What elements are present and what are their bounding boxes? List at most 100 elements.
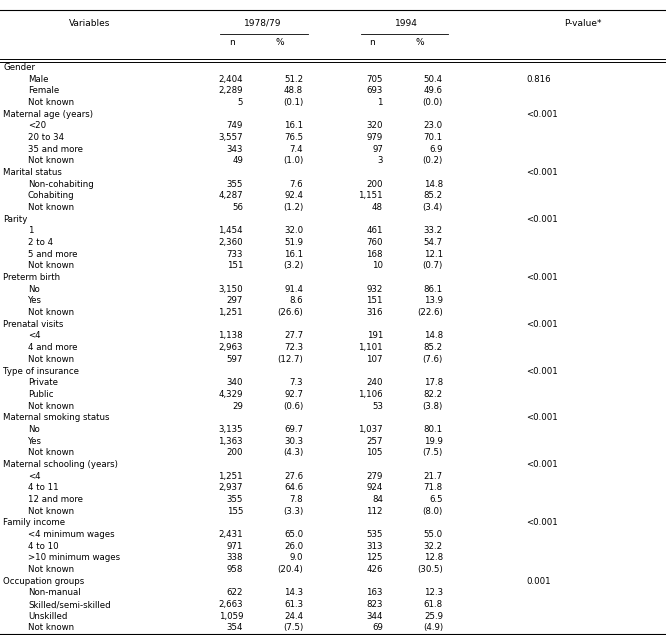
Text: 355: 355 <box>226 180 243 189</box>
Text: 56: 56 <box>232 203 243 212</box>
Text: 1,363: 1,363 <box>218 437 243 446</box>
Text: Not known: Not known <box>28 565 74 574</box>
Text: 2,360: 2,360 <box>218 238 243 247</box>
Text: 33.2: 33.2 <box>424 227 443 236</box>
Text: 693: 693 <box>366 86 383 95</box>
Text: 7.8: 7.8 <box>290 495 303 504</box>
Text: Maternal smoking status: Maternal smoking status <box>3 413 110 422</box>
Text: 9.0: 9.0 <box>290 553 303 563</box>
Text: 76.5: 76.5 <box>284 133 303 142</box>
Text: Non-manual: Non-manual <box>28 589 81 598</box>
Text: 1,251: 1,251 <box>218 308 243 317</box>
Text: <0.001: <0.001 <box>526 320 558 329</box>
Text: 69: 69 <box>372 624 383 632</box>
Text: 240: 240 <box>366 378 383 387</box>
Text: 0.816: 0.816 <box>526 74 551 84</box>
Text: 340: 340 <box>226 378 243 387</box>
Text: <0.001: <0.001 <box>526 413 558 422</box>
Text: Maternal age (years): Maternal age (years) <box>3 110 93 119</box>
Text: 53: 53 <box>372 401 383 411</box>
Text: 4,287: 4,287 <box>218 191 243 201</box>
Text: Not known: Not known <box>28 624 74 632</box>
Text: (3.2): (3.2) <box>283 262 303 271</box>
Text: 354: 354 <box>226 624 243 632</box>
Text: 3,135: 3,135 <box>218 425 243 434</box>
Text: 1: 1 <box>28 227 33 236</box>
Text: <0.001: <0.001 <box>526 518 558 527</box>
Text: 16.1: 16.1 <box>284 250 303 258</box>
Text: 3: 3 <box>378 156 383 165</box>
Text: 25.9: 25.9 <box>424 612 443 621</box>
Text: 17.8: 17.8 <box>424 378 443 387</box>
Text: Unskilled: Unskilled <box>28 612 67 621</box>
Text: 1,138: 1,138 <box>218 331 243 340</box>
Text: 23.0: 23.0 <box>424 121 443 130</box>
Text: Cohabiting: Cohabiting <box>28 191 75 201</box>
Text: <0.001: <0.001 <box>526 215 558 224</box>
Text: Private: Private <box>28 378 58 387</box>
Text: <20: <20 <box>28 121 46 130</box>
Text: 50.4: 50.4 <box>424 74 443 84</box>
Text: 151: 151 <box>226 262 243 271</box>
Text: 355: 355 <box>226 495 243 504</box>
Text: Marital status: Marital status <box>3 168 62 177</box>
Text: Yes: Yes <box>28 297 42 305</box>
Text: 64.6: 64.6 <box>284 483 303 492</box>
Text: Public: Public <box>28 390 53 399</box>
Text: 200: 200 <box>226 448 243 457</box>
Text: (3.4): (3.4) <box>423 203 443 212</box>
Text: Female: Female <box>28 86 59 95</box>
Text: 24.4: 24.4 <box>284 612 303 621</box>
Text: 14.8: 14.8 <box>424 180 443 189</box>
Text: Non-cohabiting: Non-cohabiting <box>28 180 94 189</box>
Text: 733: 733 <box>226 250 243 258</box>
Text: (3.8): (3.8) <box>423 401 443 411</box>
Text: (0.2): (0.2) <box>423 156 443 165</box>
Text: 1,101: 1,101 <box>358 343 383 352</box>
Text: <0.001: <0.001 <box>526 460 558 469</box>
Text: Not known: Not known <box>28 448 74 457</box>
Text: 32.0: 32.0 <box>284 227 303 236</box>
Text: Gender: Gender <box>3 63 35 72</box>
Text: Occupation groups: Occupation groups <box>3 577 85 585</box>
Text: 4,329: 4,329 <box>218 390 243 399</box>
Text: 85.2: 85.2 <box>424 191 443 201</box>
Text: 107: 107 <box>366 355 383 364</box>
Text: (7.5): (7.5) <box>423 448 443 457</box>
Text: 151: 151 <box>366 297 383 305</box>
Text: 2,431: 2,431 <box>218 530 243 539</box>
Text: (0.7): (0.7) <box>423 262 443 271</box>
Text: 5: 5 <box>238 98 243 107</box>
Text: 5 and more: 5 and more <box>28 250 77 258</box>
Text: 55.0: 55.0 <box>424 530 443 539</box>
Text: 316: 316 <box>366 308 383 317</box>
Text: (4.3): (4.3) <box>283 448 303 457</box>
Text: 2 to 4: 2 to 4 <box>28 238 53 247</box>
Text: 535: 535 <box>366 530 383 539</box>
Text: 155: 155 <box>226 507 243 516</box>
Text: 338: 338 <box>226 553 243 563</box>
Text: Not known: Not known <box>28 262 74 271</box>
Text: No: No <box>28 425 40 434</box>
Text: (8.0): (8.0) <box>423 507 443 516</box>
Text: 1,251: 1,251 <box>218 472 243 481</box>
Text: 30.3: 30.3 <box>284 437 303 446</box>
Text: 49.6: 49.6 <box>424 86 443 95</box>
Text: 344: 344 <box>366 612 383 621</box>
Text: 200: 200 <box>366 180 383 189</box>
Text: (20.4): (20.4) <box>277 565 303 574</box>
Text: 3,557: 3,557 <box>218 133 243 142</box>
Text: 20 to 34: 20 to 34 <box>28 133 64 142</box>
Text: (7.5): (7.5) <box>283 624 303 632</box>
Text: (0.1): (0.1) <box>283 98 303 107</box>
Text: 297: 297 <box>226 297 243 305</box>
Text: 35 and more: 35 and more <box>28 145 83 154</box>
Text: Variables: Variables <box>69 19 111 28</box>
Text: 622: 622 <box>226 589 243 598</box>
Text: 823: 823 <box>366 600 383 609</box>
Text: 2,963: 2,963 <box>218 343 243 352</box>
Text: (1.0): (1.0) <box>283 156 303 165</box>
Text: 461: 461 <box>366 227 383 236</box>
Text: (12.7): (12.7) <box>277 355 303 364</box>
Text: 29: 29 <box>232 401 243 411</box>
